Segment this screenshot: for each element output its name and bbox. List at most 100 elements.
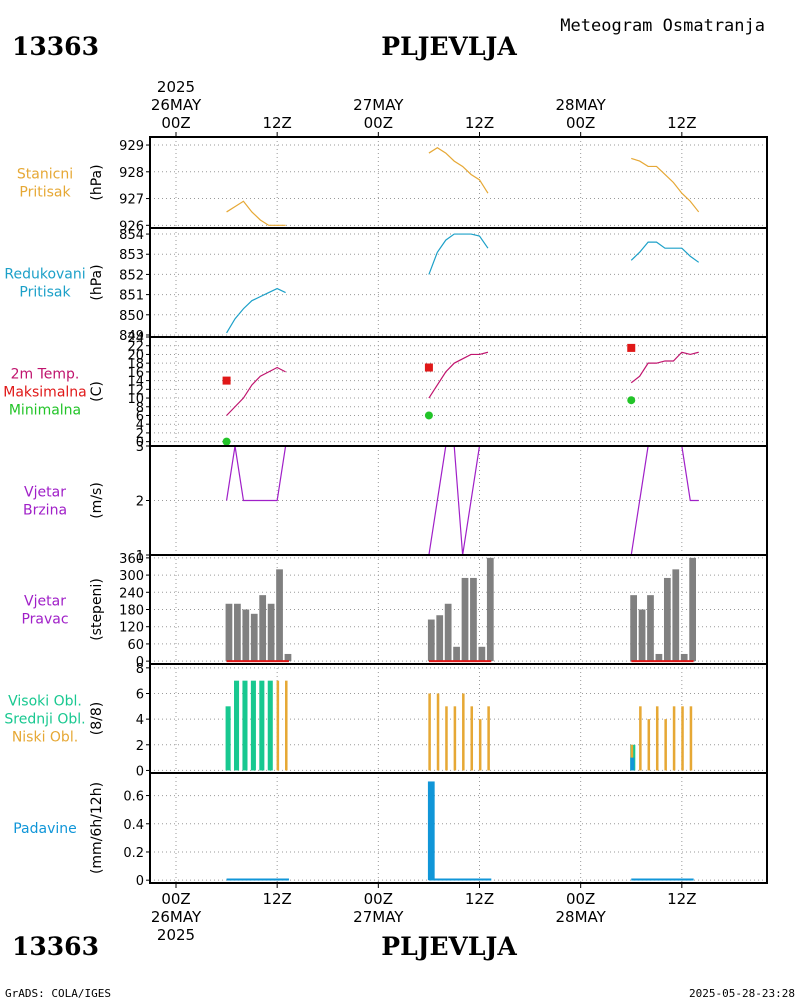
bar <box>453 706 457 771</box>
bar <box>461 577 469 662</box>
panel-label: Redukovani <box>4 267 85 283</box>
grads-credit: GrADS: COLA/IGES <box>5 987 111 1000</box>
bar <box>445 706 448 771</box>
y-tick-label: 8 <box>136 662 144 677</box>
y-tick-label: 4 <box>136 418 144 433</box>
bar <box>428 693 431 771</box>
y-tick-label: 0 <box>136 764 144 779</box>
y-tick-label: 849 <box>119 329 144 344</box>
panel-frame <box>149 336 768 447</box>
generation-timestamp: 2025-05-28-23:28 <box>689 987 795 1000</box>
series-line <box>226 200 286 226</box>
y-tick-label: 929 <box>119 139 144 154</box>
y-tick-label: 4 <box>136 713 144 728</box>
y-axis-unit-label: (stepeni) <box>89 578 105 641</box>
bar <box>276 680 280 771</box>
y-tick-label: 0.6 <box>123 790 144 805</box>
top-year-label: 2025 <box>157 78 195 96</box>
station-id-top: 13363 <box>12 32 99 61</box>
top-date-label: 26MAY <box>151 96 202 114</box>
y-tick-label: 853 <box>119 248 144 263</box>
series-line <box>225 445 287 502</box>
bar <box>250 613 258 662</box>
bar <box>630 744 634 771</box>
top-date-label: 28MAY <box>556 96 607 114</box>
bar <box>663 577 671 662</box>
meteogram-title: Meteogram Osmatranja <box>560 16 765 36</box>
min-temp-marker <box>222 437 231 446</box>
series-line <box>630 241 700 263</box>
y-tick-label: 3 <box>136 440 144 455</box>
y-tick-label: 926 <box>119 219 144 234</box>
bottom-date-label: 28MAY <box>556 908 607 926</box>
bar <box>470 577 477 662</box>
max-temp-marker <box>424 363 433 372</box>
y-tick-label: 850 <box>119 309 144 324</box>
panel-label: Pritisak <box>19 285 71 301</box>
y-tick-label: 0 <box>136 436 144 451</box>
panel-label: Maksimalna <box>3 385 87 401</box>
bar <box>487 706 490 771</box>
bar <box>267 603 275 662</box>
y-tick-label: 120 <box>119 621 144 636</box>
bar <box>672 706 676 771</box>
bar <box>689 557 697 662</box>
bottom-time-label: 12Z <box>465 890 494 908</box>
panel-frame <box>149 772 768 884</box>
y-tick-label: 16 <box>127 366 144 381</box>
panel-wind-direction: 0 60 120 180 240 300 360 (stepeni) Vjetar Pravac <box>21 552 768 670</box>
plot-layer: 00Z26MAY00Z26MAY12Z12Z00Z27MAY00Z27MAY12… <box>3 96 768 926</box>
panel-label: Srednji Obl. <box>4 712 85 728</box>
y-tick-label: 2 <box>136 427 144 442</box>
y-tick-label: 12 <box>127 383 144 398</box>
panel-station-pressure: 926 927 928 929 (hPa) Stanicni Pritisak <box>17 136 768 234</box>
bar <box>234 680 240 771</box>
bar <box>470 706 474 771</box>
panel-label: Visoki Obl. <box>8 694 82 710</box>
bar <box>681 706 684 771</box>
bar <box>427 619 435 662</box>
top-time-label: 12Z <box>262 114 291 132</box>
y-tick-label: 0.4 <box>123 818 144 833</box>
panel-label: Niski Obl. <box>12 730 78 746</box>
bar <box>234 603 241 662</box>
bar <box>478 719 482 771</box>
top-time-label: 12Z <box>465 114 494 132</box>
y-tick-label: 852 <box>119 268 144 283</box>
bar <box>647 719 651 771</box>
y-tick-label: 1 <box>136 549 144 564</box>
min-temp-marker <box>627 396 636 405</box>
series-line <box>428 146 489 194</box>
panel-label: 2m Temp. <box>11 367 80 383</box>
y-tick-label: 240 <box>119 586 144 601</box>
series-line <box>631 157 700 213</box>
y-tick-label: 8 <box>136 401 144 416</box>
bottom-time-label: 00Z <box>566 890 595 908</box>
bar <box>639 706 642 771</box>
panel-label: Brzina <box>23 503 67 519</box>
bar <box>647 595 654 662</box>
bar <box>630 595 637 662</box>
bar <box>655 653 663 662</box>
bottom-time-label: 00Z <box>161 890 190 908</box>
y-axis-unit-label: (hPa) <box>89 164 105 200</box>
series-line <box>428 351 489 399</box>
station-name-bottom: PLJEVLJA <box>381 932 517 961</box>
y-tick-label: 854 <box>119 228 144 243</box>
y-tick-label: 14 <box>127 375 144 390</box>
bar <box>436 693 440 771</box>
bottom-time-label: 12Z <box>667 890 696 908</box>
panel-label: Pravac <box>21 612 68 628</box>
top-time-label: 00Z <box>566 114 595 132</box>
y-tick-label: 180 <box>119 604 144 619</box>
series-line <box>428 233 489 275</box>
bar <box>285 680 288 771</box>
bar <box>225 603 233 662</box>
y-axis-unit-label: (mm/6h/12h) <box>89 782 105 874</box>
panel-frame <box>149 136 768 229</box>
bottom-date-label: 26MAY <box>151 908 202 926</box>
bar <box>250 680 256 771</box>
bar <box>664 719 667 771</box>
bar <box>444 603 452 662</box>
